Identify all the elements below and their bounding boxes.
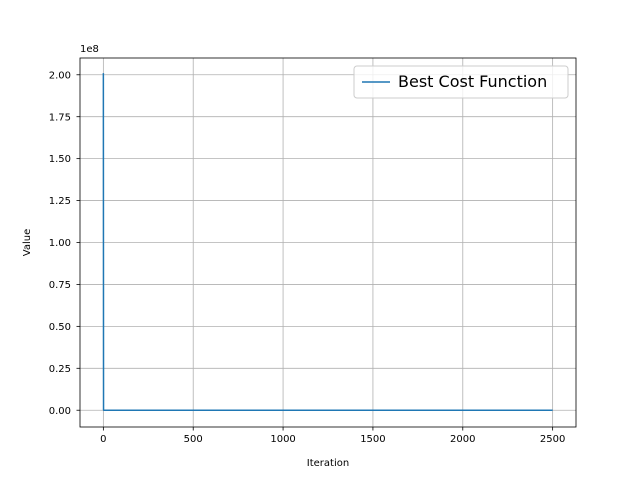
x-tick-label: 2500 [540,434,565,445]
y-tick-label: 0.25 [49,364,71,375]
legend-entry-label: Best Cost Function [398,72,547,91]
y-tick-label: 2.00 [49,70,71,81]
legend: Best Cost Function [353,65,569,99]
x-axis-ticks: 0 500 1000 1500 2000 2500 [100,427,565,445]
x-tick-label: 0 [100,434,106,445]
y-axis-label: Value [22,229,33,256]
x-axis-label: Iteration [307,458,349,469]
x-tick-label: 500 [184,434,203,445]
y-tick-label: 1.75 [49,112,71,123]
y-axis-offset-label: 1e8 [80,44,99,55]
legend-box [353,65,569,99]
x-tick-label: 1500 [360,434,385,445]
series-line [102,73,553,411]
y-tick-label: 0.00 [49,406,71,417]
x-tick-label: 2000 [450,434,475,445]
y-tick-label: 0.50 [49,322,71,333]
y-tick-label: 1.50 [49,154,71,165]
y-tick-label: 1.25 [49,196,71,207]
y-tick-label: 1.00 [49,238,71,249]
series-layer [102,73,553,411]
y-tick-label: 0.75 [49,280,71,291]
grid [80,58,576,427]
x-tick-label: 1000 [270,434,295,445]
y-axis-ticks: 0.00 0.25 0.50 0.75 1.00 1.25 1.50 1.75 2.00 [49,70,80,417]
